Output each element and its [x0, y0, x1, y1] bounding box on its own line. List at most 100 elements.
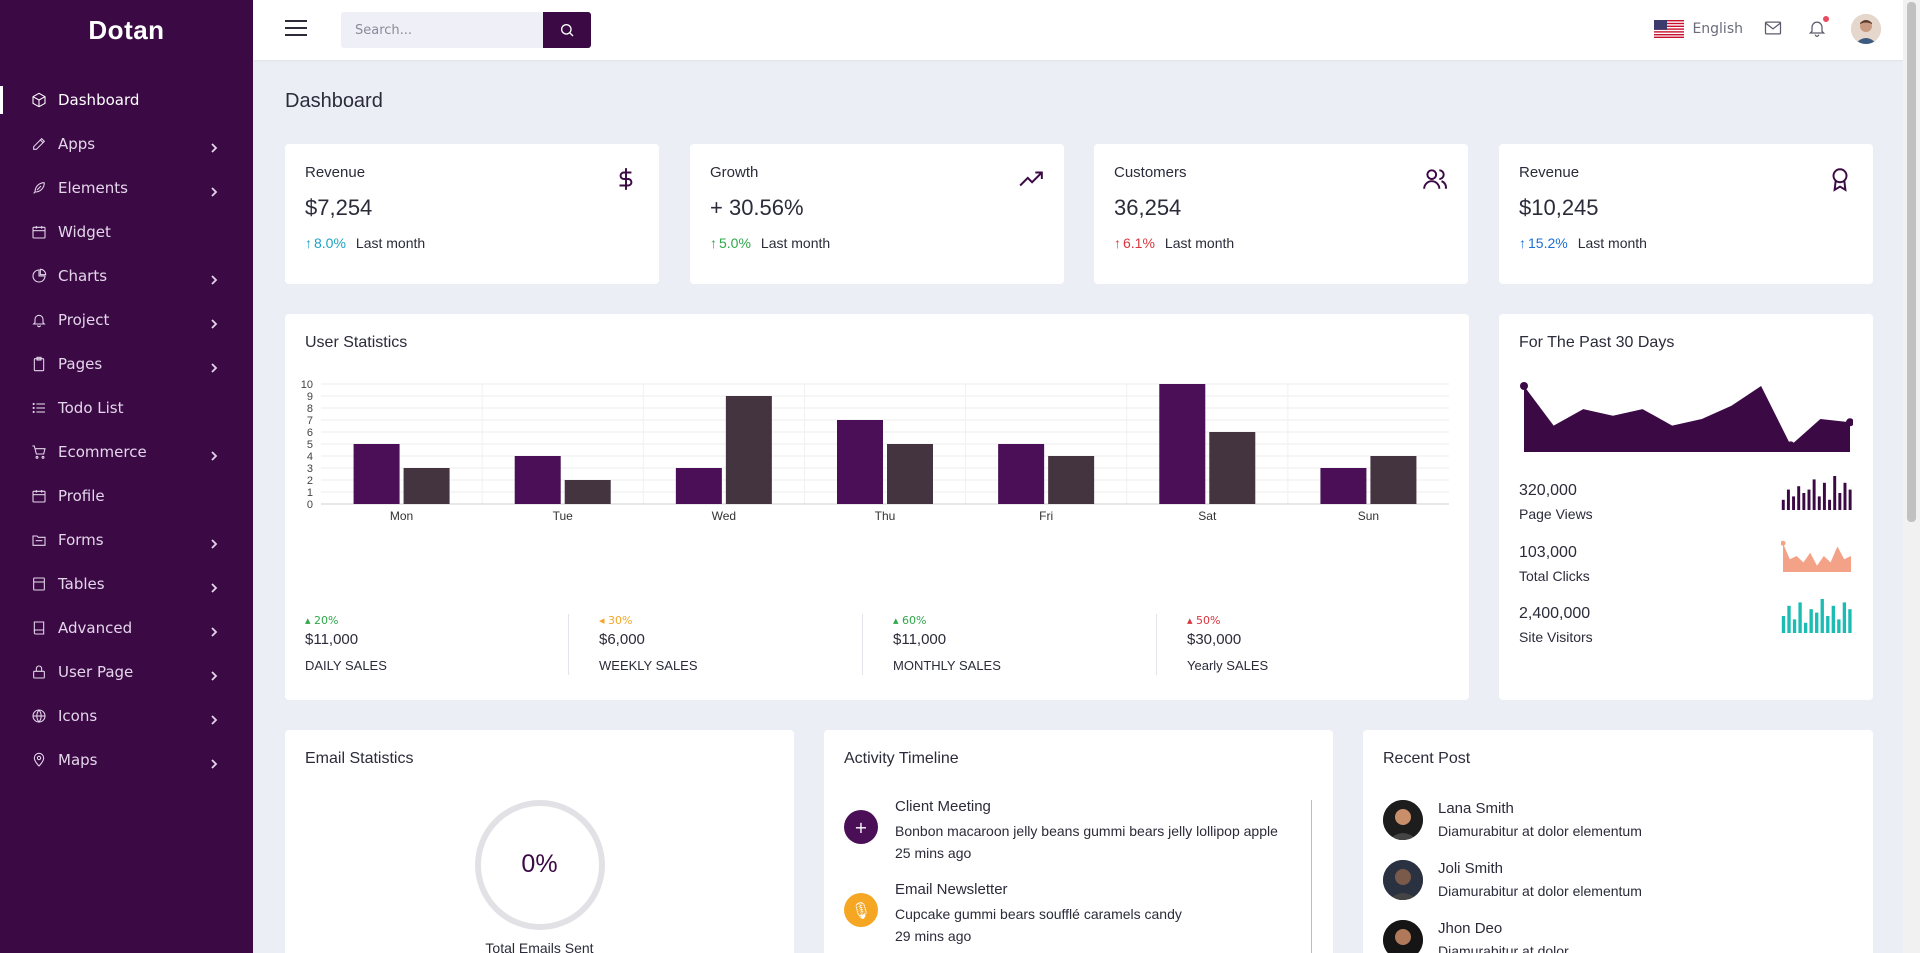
sparkline-bar [1787, 605, 1791, 633]
avatar[interactable] [1383, 860, 1423, 900]
sales-summary: ▴ 20% $11,000 DAILY SALES ◂ 30% $6,000 WEEKLY… [305, 614, 1450, 675]
bar[interactable] [514, 456, 561, 504]
bar[interactable] [837, 420, 883, 504]
arrow-up-icon: ↑ [305, 235, 312, 251]
sidebar-item-dashboard[interactable]: Dashboard [0, 78, 253, 122]
arrow-up-icon: ↑ [710, 235, 717, 251]
language-label: English [1692, 21, 1743, 37]
email-percent: 0% [521, 850, 558, 878]
sidebar-item-project[interactable]: Project [0, 298, 253, 342]
data-point[interactable] [1520, 382, 1528, 390]
bar[interactable] [675, 468, 722, 504]
sidebar-item-user-page[interactable]: User Page [0, 650, 253, 694]
card-title: Activity Timeline [844, 750, 959, 767]
scrollbar[interactable] [1903, 0, 1920, 953]
brand-logo[interactable]: Dotan [88, 14, 165, 45]
sidebar-item-label: Icons [58, 707, 98, 725]
flag-us-icon [1654, 20, 1685, 38]
card-title: For The Past 30 Days [1519, 334, 1675, 351]
bar[interactable] [353, 444, 400, 504]
sidebar-item-tables[interactable]: Tables [0, 562, 253, 606]
stat-footer: ↑ 6.1% Last month [1114, 235, 1448, 251]
sidebar-item-elements[interactable]: Elements [0, 166, 253, 210]
recent-post-item[interactable]: Joli Smith Diamurabitur at dolor elementu… [1383, 860, 1823, 900]
stat-value: 36,254 [1114, 195, 1182, 220]
post-author: Lana Smith [1438, 800, 1514, 817]
sales-change-value: 20% [314, 614, 339, 627]
y-tick-label: 0 [307, 499, 313, 511]
data-point[interactable] [1786, 441, 1795, 450]
sidebar-item-charts[interactable]: Charts [0, 254, 253, 298]
data-point[interactable] [1846, 418, 1853, 427]
x-tick-label: Sun [1358, 509, 1379, 523]
award-icon [1827, 166, 1853, 192]
stat-footer: ↑ 8.0% Last month [305, 235, 639, 251]
bell-icon[interactable] [1807, 16, 1829, 40]
sparkline-bar [1812, 479, 1816, 510]
sparkline-bar [1803, 622, 1808, 633]
scrollbar-thumb[interactable] [1907, 2, 1916, 522]
folder-icon [30, 531, 48, 549]
bar[interactable] [1048, 456, 1095, 504]
x-tick-label: Fri [1039, 509, 1053, 523]
language-selector[interactable]: English [1654, 20, 1743, 38]
trending-up-icon [1018, 166, 1044, 192]
recent-post-item[interactable]: Lana Smith Diamurabitur at dolor elementu… [1383, 800, 1823, 840]
avatar[interactable] [1383, 920, 1423, 953]
email-progress-ring [475, 800, 605, 930]
x-tick-label: Sat [1198, 509, 1217, 523]
bar[interactable] [1320, 468, 1367, 504]
stat-footer: ↑ 15.2% Last month [1519, 235, 1853, 251]
sidebar-item-ecommerce[interactable]: Ecommerce [0, 430, 253, 474]
sidebar-item-profile[interactable]: Profile [0, 474, 253, 518]
mail-icon[interactable] [1763, 18, 1785, 40]
chevron-right-icon [209, 535, 219, 549]
chevron-right-icon [209, 271, 219, 285]
sidebar-item-label: Forms [58, 531, 104, 549]
sidebar-item-widget[interactable]: Widget [0, 210, 253, 254]
search-input[interactable] [341, 12, 543, 48]
notification-dot [1823, 16, 1829, 22]
sidebar-item-pages[interactable]: Pages [0, 342, 253, 386]
sales-change: ▴ 20% [305, 614, 568, 627]
menu-icon[interactable] [285, 20, 307, 38]
sidebar-item-apps[interactable]: Apps [0, 122, 253, 166]
sales-label: DAILY SALES [305, 658, 387, 673]
bar[interactable] [403, 468, 450, 504]
bar[interactable] [1159, 384, 1206, 504]
card-title: User Statistics [305, 334, 408, 351]
y-tick-label: 3 [307, 463, 313, 475]
sidebar-item-forms[interactable]: Forms [0, 518, 253, 562]
box-icon [30, 91, 48, 109]
sparkline-area [1783, 543, 1851, 572]
sidebar-item-label: Widget [58, 223, 111, 241]
sparkline-bar [1781, 499, 1785, 510]
sparkline-bar [1781, 616, 1786, 633]
search-button[interactable] [543, 12, 591, 48]
chevron-right-icon [209, 447, 219, 461]
arrow-up-icon: ↑ [1114, 235, 1121, 251]
metric-value: 2,400,000 [1519, 605, 1591, 622]
sidebar-item-advanced[interactable]: Advanced [0, 606, 253, 650]
chevron-right-icon [209, 711, 219, 725]
bar[interactable] [1370, 456, 1417, 504]
sidebar-item-todo-list[interactable]: Todo List [0, 386, 253, 430]
bar[interactable] [725, 396, 772, 504]
recent-post-item[interactable]: Jhon Deo Diamurabitur at dolor [1383, 920, 1823, 953]
avatar[interactable] [1851, 14, 1881, 44]
sidebar-item-icons[interactable]: Icons [0, 694, 253, 738]
bar[interactable] [998, 444, 1045, 504]
bar[interactable] [887, 444, 933, 504]
arrow-up-icon: ↑ [1519, 235, 1526, 251]
feather-icon [30, 179, 48, 197]
bar[interactable] [564, 480, 611, 504]
bar[interactable] [1209, 432, 1256, 504]
list-icon [30, 399, 48, 417]
timeline-scrollbar[interactable] [1311, 800, 1312, 953]
sidebar-item-maps[interactable]: Maps [0, 738, 253, 782]
chevron-right-icon [209, 183, 219, 197]
sales-change-value: 60% [902, 614, 927, 627]
past-30-days-card: For The Past 30 Days 320,000 Page Views 10… [1499, 314, 1873, 700]
avatar[interactable] [1383, 800, 1423, 840]
sparkline-bar [1843, 482, 1847, 510]
